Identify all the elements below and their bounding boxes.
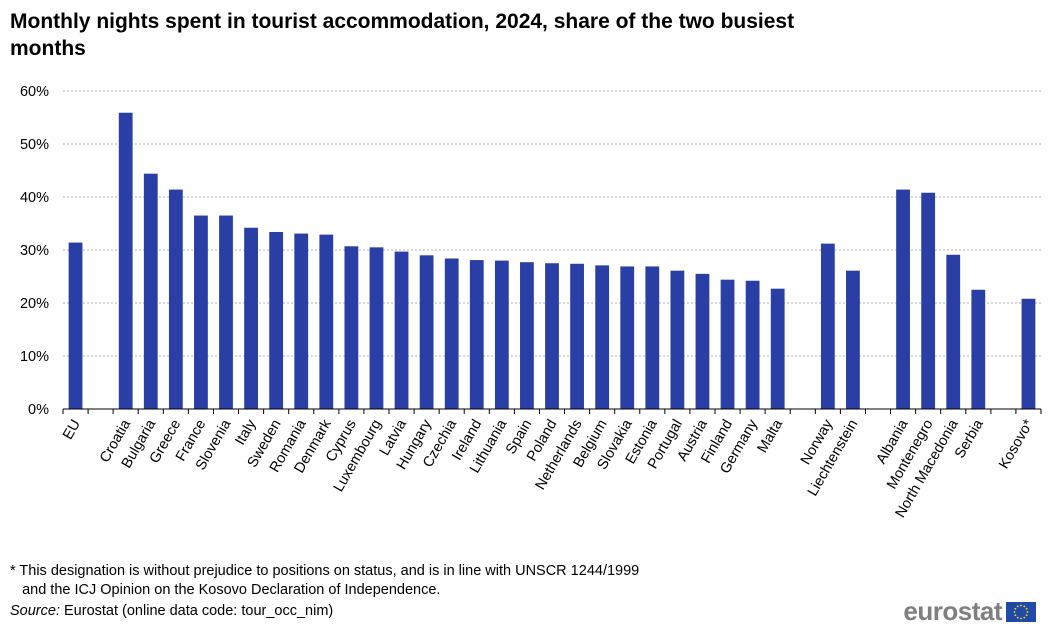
bar: [344, 246, 359, 409]
y-tick-label: 0%: [28, 402, 49, 418]
y-axis-tick-labels: 0% 10% 20% 30% 40% 50% 60%: [20, 84, 49, 418]
flag-star: [1014, 607, 1017, 610]
bar: [946, 254, 961, 409]
bar: [143, 173, 158, 409]
bar: [695, 273, 710, 409]
bar: [294, 233, 309, 409]
flag-star: [1025, 613, 1028, 616]
bars: [68, 112, 1036, 409]
eurostat-logo-text: eurostat: [903, 596, 1002, 626]
bar: [971, 289, 986, 409]
x-category-label: EU: [60, 417, 84, 442]
bar: [545, 263, 559, 409]
y-tick-label: 10%: [20, 349, 49, 365]
bar: [720, 279, 735, 409]
x-category-label: Kosovo*: [996, 417, 1037, 472]
bar: [770, 288, 785, 409]
source-note: Source: Eurostat (online data code: tour…: [10, 602, 333, 620]
bar: [1021, 298, 1036, 409]
bar: [168, 189, 183, 409]
y-tick-label: 60%: [20, 84, 49, 100]
bar: [520, 262, 534, 409]
bar-chart: 0% 10% 20% 30% 40% 50% 60% EU CroatiaBulgariaGr…: [20, 84, 1042, 521]
bar: [244, 227, 258, 409]
y-tick-label: 30%: [20, 243, 49, 259]
x-axis-category-labels: EU CroatiaBulgariaGreeceFranceSloveniaIta…: [60, 416, 1037, 520]
flag-star: [1016, 604, 1019, 607]
bar: [269, 231, 284, 409]
bar: [219, 215, 233, 409]
bar: [194, 215, 208, 409]
bar: [820, 243, 835, 409]
bar: [595, 265, 610, 409]
bar: [444, 258, 459, 409]
bar: [846, 270, 860, 409]
flag-star: [1023, 604, 1026, 607]
y-tick-label: 20%: [20, 296, 49, 312]
y-tick-label: 50%: [20, 137, 49, 153]
eurostat-logo: eurostat: [903, 596, 1036, 627]
bar: [570, 263, 584, 409]
x-category-label: Malta: [755, 416, 787, 456]
bar: [670, 270, 685, 409]
flag-star: [1020, 617, 1022, 619]
source-text: Eurostat (online data code: tour_occ_nim…: [64, 603, 334, 619]
bar: [68, 242, 83, 409]
flag-star: [1026, 610, 1029, 613]
flag-star: [1013, 610, 1016, 613]
bar: [419, 255, 434, 409]
eu-flag-icon: [1006, 601, 1036, 622]
flag-star: [1020, 604, 1022, 606]
bar: [645, 266, 660, 409]
footnote: * This designation is without prejudice …: [10, 563, 640, 598]
bar: [369, 247, 384, 409]
bar: [896, 189, 910, 409]
bar: [319, 234, 334, 409]
bar: [469, 260, 484, 409]
y-tick-label: 40%: [20, 190, 49, 206]
source-label: Source:: [10, 603, 60, 619]
flag-star: [1025, 607, 1028, 610]
bar: [494, 260, 509, 409]
flag-star: [1023, 616, 1026, 619]
bar: [745, 280, 760, 409]
bar: [620, 266, 635, 409]
chart-title: Monthly nights spent in tourist accommod…: [10, 10, 795, 60]
flag-star: [1016, 616, 1019, 619]
bar: [394, 251, 409, 409]
bar: [118, 112, 133, 409]
x-axis-ticks: [62, 409, 1042, 414]
flag-star: [1014, 613, 1017, 616]
bar: [921, 192, 936, 409]
